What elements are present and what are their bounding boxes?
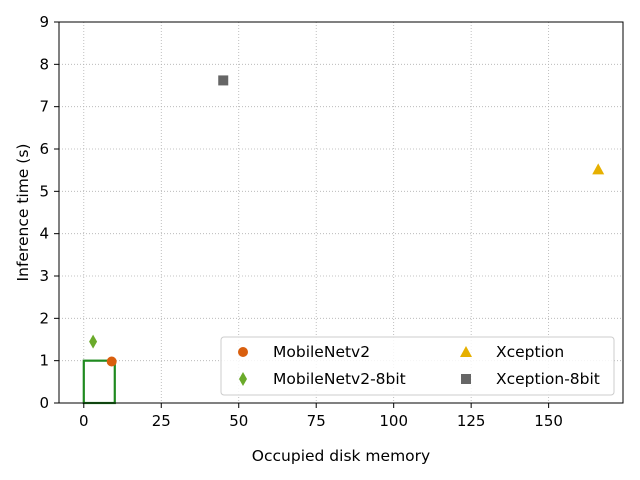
y-tick-label: 9 xyxy=(39,13,49,31)
highlight-box xyxy=(82,359,116,405)
x-axis-label: Occupied disk memory xyxy=(252,447,430,465)
y-tick-label: 0 xyxy=(39,394,49,412)
legend-box xyxy=(220,336,615,396)
data-point-mobilenetv2 xyxy=(106,356,117,367)
y-tick-label: 2 xyxy=(39,309,49,327)
legend: MobileNetv2 MobileNetv2-8bit Xception Xcept… xyxy=(220,336,615,396)
y-tick-label: 5 xyxy=(39,182,49,200)
highlight-box-layer xyxy=(82,359,116,405)
x-tick-label: 125 xyxy=(457,412,486,430)
x-tick-label: 150 xyxy=(534,412,563,430)
legend-marker-mobilenetv2-8bit xyxy=(239,372,247,386)
legend-marker-xception xyxy=(460,346,472,357)
x-tick-label: 75 xyxy=(307,412,326,430)
legend-label: MobileNetv2 xyxy=(273,343,370,361)
y-tick-label: 1 xyxy=(39,352,49,370)
legend-label: MobileNetv2-8bit xyxy=(273,370,406,388)
y-axis-label: Inference time (s) xyxy=(14,144,32,282)
x-tick-label: 50 xyxy=(229,412,248,430)
x-axis-ticks: 0 25 50 75 100 125 150 xyxy=(79,403,563,430)
legend-label: Xception-8bit xyxy=(496,370,600,388)
y-tick-label: 3 xyxy=(39,267,49,285)
plot-frame xyxy=(58,21,624,404)
data-points xyxy=(89,75,605,367)
y-tick-label: 6 xyxy=(39,140,49,158)
data-point-xception-8bit xyxy=(218,75,229,86)
x-tick-label: 100 xyxy=(379,412,408,430)
y-tick-label: 8 xyxy=(39,55,49,73)
x-tick-label: 25 xyxy=(152,412,171,430)
legend-marker-xception-8bit xyxy=(461,374,471,384)
data-point-mobilenetv2-8bit xyxy=(89,334,98,349)
y-tick-label: 4 xyxy=(39,225,49,243)
y-axis-ticks: 0 1 2 3 4 5 6 7 8 9 xyxy=(39,13,59,412)
y-tick-label: 7 xyxy=(39,98,49,116)
legend-label: Xception xyxy=(496,343,564,361)
legend-marker-mobilenetv2 xyxy=(238,347,248,357)
x-tick-label: 0 xyxy=(79,412,89,430)
data-point-xception xyxy=(592,163,605,175)
